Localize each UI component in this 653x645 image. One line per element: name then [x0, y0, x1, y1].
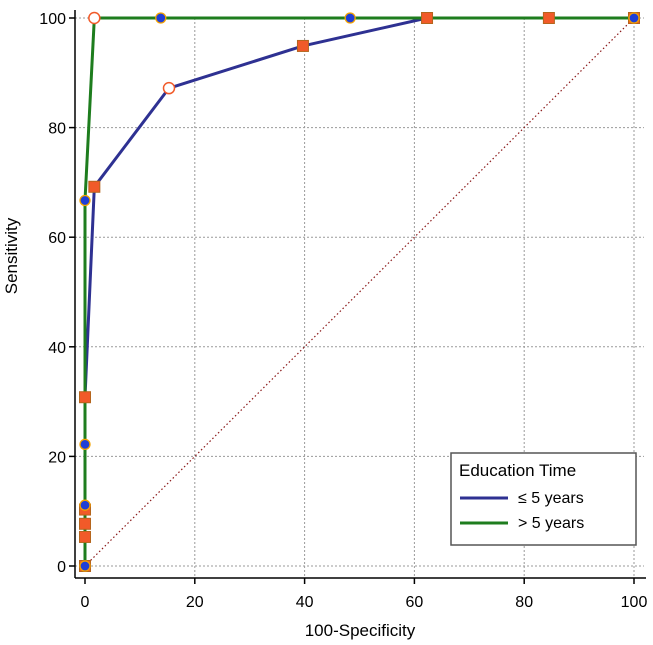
data-point-dot [79, 560, 91, 572]
data-point-square [79, 391, 91, 404]
y-tick-label: 20 [48, 449, 66, 466]
x-tick-label: 80 [515, 594, 533, 611]
legend-label-le5: ≤ 5 years [518, 490, 584, 507]
legend-title: Education Time [459, 461, 576, 480]
data-point-dot [344, 12, 356, 24]
diagonal-line [84, 17, 635, 567]
data-point-square [79, 517, 91, 530]
reference-diagonal [84, 17, 635, 567]
x-tick-label: 100 [621, 594, 648, 611]
data-point-dot [155, 12, 167, 24]
data-point-dot [79, 194, 91, 207]
data-point-square [296, 39, 309, 52]
data-point-dot [79, 438, 91, 450]
data-point-open-circle [162, 81, 176, 95]
series-line-gt5 [83, 16, 634, 566]
data-point-dot [79, 499, 91, 511]
data-point-square [79, 530, 91, 543]
x-tick-label: 0 [81, 594, 90, 611]
y-tick-label: 100 [39, 11, 66, 28]
y-tick-label: 40 [48, 340, 66, 357]
tick-labels: 0 20 40 60 80 100 0 20 40 60 80 100 [39, 11, 647, 611]
x-tick-label: 60 [406, 594, 424, 611]
legend-label-gt5: > 5 years [518, 515, 584, 532]
y-tick-label: 80 [48, 121, 66, 138]
y-tick-label: 0 [57, 559, 66, 576]
y-tick-label: 60 [48, 230, 66, 247]
x-tick-label: 20 [186, 594, 204, 611]
y-axis-title: Sensitivity [2, 217, 21, 294]
axes [69, 10, 646, 584]
data-point-dot [628, 12, 640, 24]
data-point-square [542, 12, 555, 24]
data-point-square [88, 180, 101, 193]
data-point-square [421, 12, 434, 24]
data-markers [79, 11, 640, 572]
x-axis-title: 100-Specificity [305, 621, 416, 640]
data-point-open-circle [88, 11, 101, 25]
legend: Education Time ≤ 5 years > 5 years [450, 452, 637, 546]
x-tick-label: 40 [296, 594, 314, 611]
